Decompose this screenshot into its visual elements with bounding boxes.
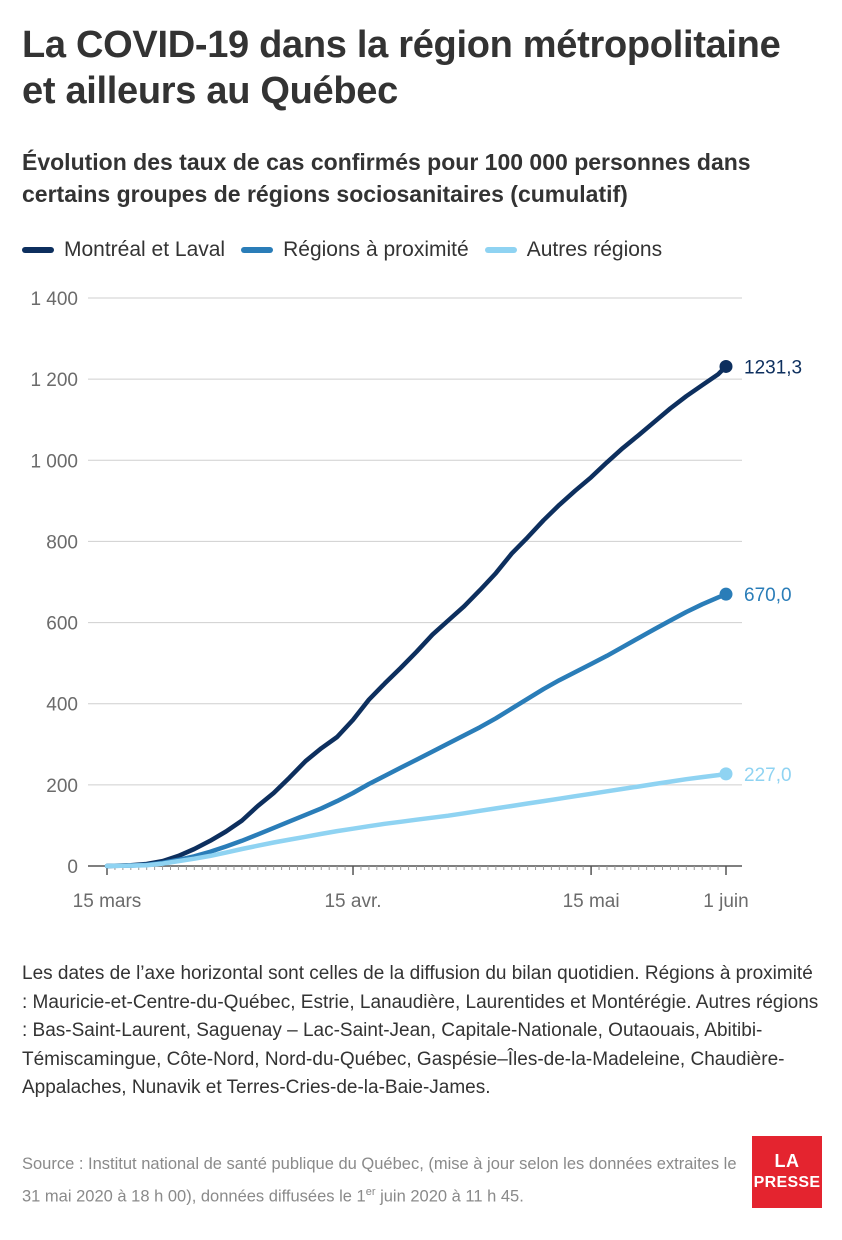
series-end-marker	[719, 767, 733, 781]
series-end-label: 670,0	[744, 585, 792, 606]
y-tick-label: 800	[46, 532, 78, 553]
legend: Montréal et Laval Régions à proximité Au…	[22, 238, 662, 262]
series-end-marker	[719, 587, 733, 601]
series-end-label: 227,0	[744, 765, 792, 786]
series-end-marker	[719, 359, 733, 373]
legend-item-proximite: Régions à proximité	[241, 238, 469, 262]
legend-label-proximite: Régions à proximité	[283, 238, 469, 261]
legend-swatch-montreal	[22, 247, 54, 253]
legend-item-autres: Autres régions	[484, 238, 663, 262]
source-note: Source : Institut national de santé publ…	[22, 1150, 742, 1211]
y-tick-label: 600	[46, 614, 78, 635]
logo-line-2: PRESSE	[753, 1174, 821, 1191]
x-axis: 15 mars 15 avr. 15 mai 1 juin	[73, 865, 749, 912]
series-line-2	[104, 591, 729, 869]
gridlines: 0 200 400 600 800 1 000 1 200 1 400	[30, 289, 742, 878]
legend-label-montreal: Montréal et Laval	[64, 238, 226, 261]
chart-subtitle: Évolution des taux de cas confirmés pour…	[22, 149, 751, 207]
end-labels: 1231,3 670,0 227,0	[719, 357, 802, 786]
line-chart: 0 200 400 600 800 1 000 1 200 1 400 15 mars 15 a…	[30, 289, 802, 912]
y-tick-label: 1 000	[30, 451, 78, 472]
x-tick-label: 15 avr.	[324, 891, 381, 912]
logo-line-1: LA	[774, 1151, 800, 1171]
y-tick-label: 400	[46, 695, 78, 716]
legend-label-autres: Autres régions	[526, 238, 663, 261]
y-tick-label: 1 200	[30, 370, 78, 391]
y-tick-label: 1 400	[30, 289, 78, 310]
source-superscript: er	[365, 1186, 376, 1198]
x-tick-label: 15 mars	[73, 891, 142, 912]
footnote: Les dates de l’axe horizontal sont celle…	[22, 963, 819, 1098]
series-end-label: 1231,3	[744, 357, 802, 378]
series-line-3	[104, 771, 729, 869]
y-tick-label: 0	[67, 857, 78, 878]
chart-title: La COVID-19 dans la région métropolitain…	[22, 24, 781, 112]
source-text-end: juin 2020 à 11 h 45.	[375, 1187, 524, 1206]
series-line-1	[104, 364, 729, 869]
legend-swatch-proximite	[241, 247, 274, 253]
source-text: Source : Institut national de santé publ…	[22, 1155, 737, 1206]
x-tick-label: 1 juin	[703, 891, 748, 912]
y-tick-label: 200	[46, 776, 78, 797]
la-presse-logo: LA PRESSE	[752, 1136, 822, 1208]
legend-item-montreal: Montréal et Laval	[22, 238, 225, 262]
legend-swatch-autres	[484, 247, 517, 253]
x-tick-label: 15 mai	[563, 891, 620, 912]
series-lines	[104, 364, 729, 869]
